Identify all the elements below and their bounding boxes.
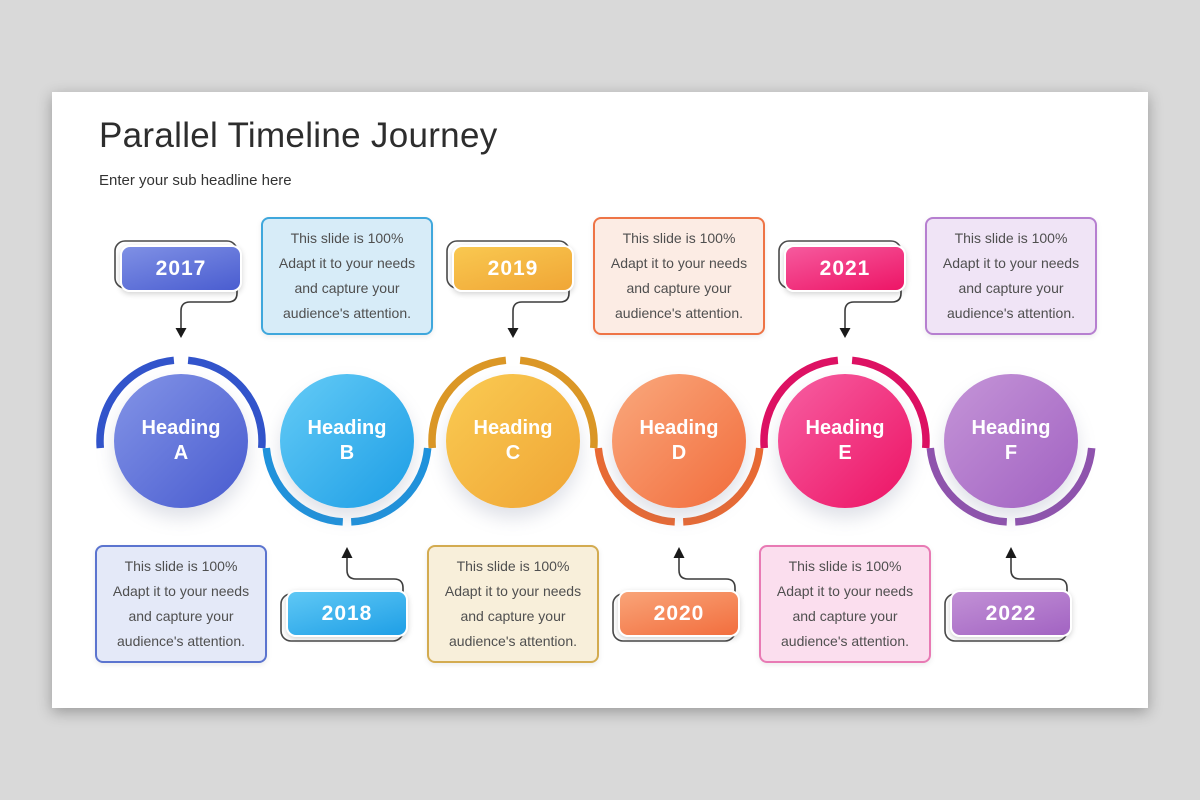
circle-arc [594, 447, 764, 526]
year-label: 2019 [487, 256, 539, 280]
description-text: This slide is 100% Adapt it to your need… [278, 230, 416, 321]
arrow-down-icon [507, 328, 519, 338]
timeline-circle: Heading F [944, 374, 1078, 508]
year-label: 2022 [985, 601, 1037, 625]
year-label: 2020 [653, 601, 705, 625]
timeline-circle: Heading D [612, 374, 746, 508]
year-badge: 2017 [120, 245, 242, 292]
circle-heading: Heading A [141, 417, 221, 464]
circle-arc [760, 356, 930, 449]
description-text: This slide is 100% Adapt it to your need… [112, 558, 250, 649]
page-subtitle: Enter your sub headline here [99, 172, 292, 189]
description-text: This slide is 100% Adapt it to your need… [776, 558, 914, 649]
timeline-module-2020: This slide is 100% Adapt it to your need… [52, 92, 1148, 708]
circle-heading: Heading B [307, 417, 387, 464]
timeline-circle: Heading C [446, 374, 580, 508]
timeline-module-2022: This slide is 100% Adapt it to your need… [52, 92, 1148, 708]
circle-arc [428, 356, 598, 449]
description-box: This slide is 100% Adapt it to your need… [759, 545, 931, 663]
connector-line [512, 286, 570, 329]
description-box: This slide is 100% Adapt it to your need… [95, 545, 267, 663]
arrow-down-icon [839, 328, 851, 338]
description-box: This slide is 100% Adapt it to your need… [261, 217, 433, 335]
description-box: This slide is 100% Adapt it to your need… [925, 217, 1097, 335]
circle-arc [926, 447, 1096, 526]
description-text: This slide is 100% Adapt it to your need… [942, 230, 1080, 321]
description-text: This slide is 100% Adapt it to your need… [610, 230, 748, 321]
description-box: This slide is 100% Adapt it to your need… [593, 217, 765, 335]
year-badge: 2021 [784, 245, 906, 292]
arrow-up-icon [341, 547, 353, 558]
timeline-module-2021: 2021 Heading E This slide is 100% Adapt … [52, 92, 1148, 708]
page-title: Parallel Timeline Journey [99, 116, 498, 155]
description-box: This slide is 100% Adapt it to your need… [427, 545, 599, 663]
timeline-module-2017: 2017 Heading A This slide is 100% Adapt … [52, 92, 1148, 708]
connector-line [180, 286, 238, 329]
circle-heading: Heading F [971, 417, 1051, 464]
year-badge: 2018 [286, 590, 408, 637]
year-badge: 2020 [618, 590, 740, 637]
circle-arc [262, 447, 432, 526]
year-label: 2021 [819, 256, 871, 280]
connector-line [844, 286, 902, 329]
circle-heading: Heading C [473, 417, 553, 464]
arrow-up-icon [673, 547, 685, 558]
arrow-up-icon [1005, 547, 1017, 558]
timeline-module-2018: This slide is 100% Adapt it to your need… [52, 92, 1148, 708]
connector-line [1010, 558, 1068, 596]
connector-line [346, 558, 404, 596]
circle-arc [96, 356, 266, 449]
circle-heading: Heading E [805, 417, 885, 464]
slide-canvas: Parallel Timeline Journey Enter your sub… [52, 92, 1148, 708]
year-label: 2017 [155, 256, 207, 280]
timeline-circle: Heading A [114, 374, 248, 508]
arrow-down-icon [175, 328, 187, 338]
year-label: 2018 [321, 601, 373, 625]
description-text: This slide is 100% Adapt it to your need… [444, 558, 582, 649]
timeline-circle: Heading E [778, 374, 912, 508]
timeline-circle: Heading B [280, 374, 414, 508]
timeline-module-2019: 2019 Heading C This slide is 100% Adapt … [52, 92, 1148, 708]
circle-heading: Heading D [639, 417, 719, 464]
year-badge: 2019 [452, 245, 574, 292]
year-badge: 2022 [950, 590, 1072, 637]
connector-line [678, 558, 736, 596]
